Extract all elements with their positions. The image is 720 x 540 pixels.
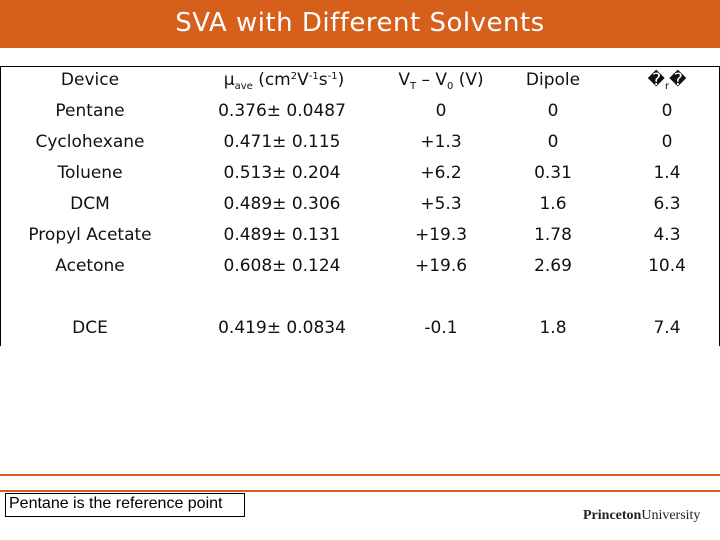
cell-device: Propyl Acetate — [28, 225, 152, 245]
cell-device: Cyclohexane — [35, 132, 145, 152]
header-threshold-shift: VT – V0 (V) — [398, 70, 484, 92]
title-bar — [0, 0, 720, 48]
cell-threshold-shift: +1.3 — [420, 132, 462, 152]
cell-last: 0 — [661, 101, 673, 121]
cell-threshold-shift: +5.3 — [420, 194, 462, 214]
cell-dipole: 2.69 — [534, 256, 572, 276]
cell-mobility: 0.376± 0.0487 — [218, 101, 346, 121]
cell-device: DCE — [72, 318, 108, 338]
cell-threshold-shift: 0 — [435, 101, 447, 121]
cell-threshold-shift: +19.6 — [414, 256, 468, 276]
cell-last: 6.3 — [653, 194, 681, 214]
cell-last: 4.3 — [653, 225, 681, 245]
cell-last: 10.4 — [648, 256, 686, 276]
footer-rule-bottom — [0, 490, 720, 492]
cell-dipole: 0.31 — [534, 163, 572, 183]
cell-threshold-shift: -0.1 — [424, 318, 458, 338]
slide-title: SVA with Different Solvents — [175, 8, 545, 38]
cell-threshold-shift: +6.2 — [420, 163, 462, 183]
cell-dipole: 1.8 — [539, 318, 567, 338]
cell-device: Acetone — [55, 256, 125, 276]
cell-dipole: 1.6 — [539, 194, 567, 214]
cell-threshold-shift: +19.3 — [414, 225, 468, 245]
cell-mobility: 0.608± 0.124 — [223, 256, 341, 276]
cell-dipole: 1.78 — [534, 225, 572, 245]
data-table: Device μave (cm2V-1s-1) VT – V0 (V) Dipo… — [0, 66, 720, 346]
footer-rule-top — [0, 474, 720, 476]
cell-device: Pentane — [55, 101, 125, 121]
header-last: �r� — [647, 70, 687, 92]
cell-mobility: 0.489± 0.306 — [223, 194, 341, 214]
header-device: Device — [60, 70, 120, 90]
cell-last: 7.4 — [653, 318, 681, 338]
cell-mobility: 0.489± 0.131 — [223, 225, 341, 245]
cell-last: 1.4 — [653, 163, 681, 183]
header-mobility: μave (cm2V-1s-1) — [223, 70, 345, 92]
cell-mobility: 0.419± 0.0834 — [218, 318, 346, 338]
cell-device: DCM — [70, 194, 110, 214]
header-dipole: Dipole — [525, 70, 581, 90]
cell-device: Toluene — [57, 163, 123, 183]
cell-last: 0 — [661, 132, 673, 152]
university-logo: PrincetonUniversity — [583, 508, 701, 523]
cell-mobility: 0.513± 0.204 — [223, 163, 341, 183]
cell-dipole: 0 — [547, 132, 559, 152]
cell-mobility: 0.471± 0.115 — [223, 132, 341, 152]
cell-dipole: 0 — [547, 101, 559, 121]
reference-note: Pentane is the reference point — [5, 493, 245, 517]
